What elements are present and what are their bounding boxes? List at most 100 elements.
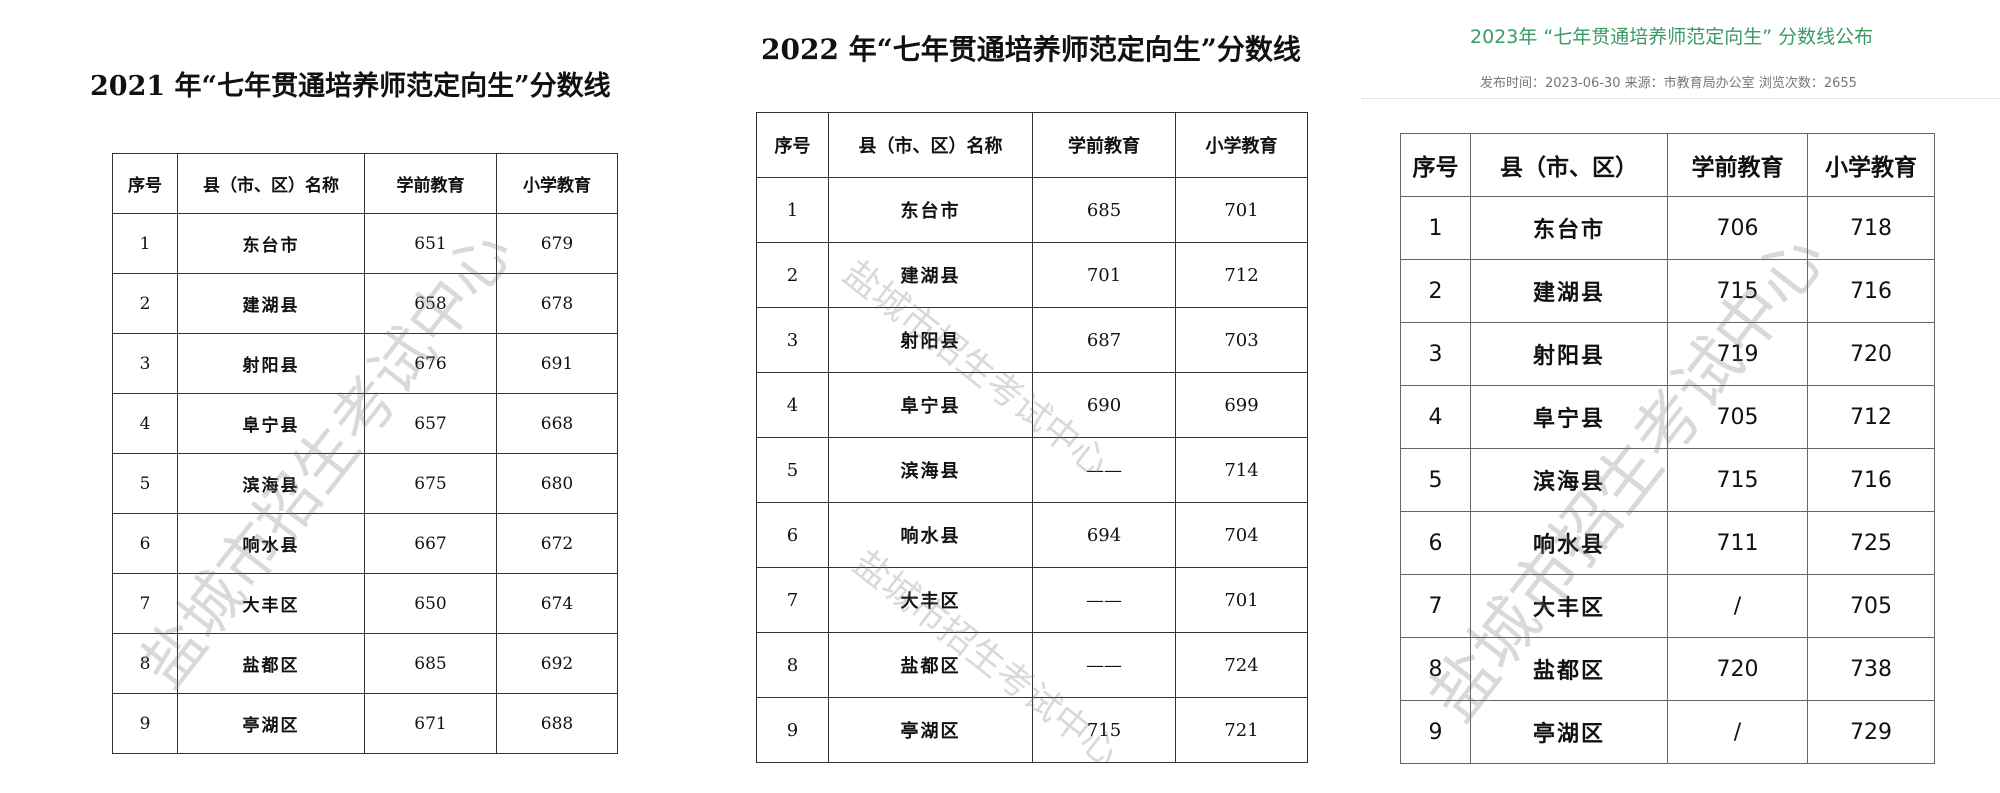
primary-score: 688 (496, 693, 618, 754)
preschool-score: 706 (1667, 196, 1808, 260)
row-number: 2 (112, 273, 178, 334)
county-name: 响水县 (828, 502, 1033, 568)
table-row: 9 亭湖区 715 721 (756, 697, 1308, 763)
county-name: 亭湖区 (1470, 700, 1668, 764)
primary-score: 712 (1175, 242, 1308, 308)
preschool-score: 650 (364, 573, 497, 634)
title-2022: 2022 年“七年贯通培养师范定向生”分数线 (761, 33, 1301, 66)
table-row: 7 大丰区/705 (1400, 574, 1935, 638)
row-number: 9 (1400, 700, 1471, 764)
preschool-score: / (1667, 574, 1808, 638)
preschool-score: 657 (364, 393, 497, 454)
primary-score: 729 (1807, 700, 1935, 764)
table-row: 3 射阳县 687 703 (756, 307, 1308, 373)
table-row: 8 盐都区 685 692 (112, 633, 618, 694)
preschool-score: 671 (364, 693, 497, 754)
county-name: 射阳县 (1470, 322, 1668, 386)
table-row: 3 射阳县 676 691 (112, 333, 618, 394)
column-header: 小学教育 (1807, 133, 1935, 197)
county-name: 射阳县 (828, 307, 1033, 373)
row-number: 9 (756, 697, 829, 763)
county-name: 阜宁县 (828, 372, 1033, 438)
table-row: 6 响水县 667 672 (112, 513, 618, 574)
county-name: 盐都区 (1470, 637, 1668, 701)
preschool-score: / (1667, 700, 1808, 764)
county-name: 射阳县 (177, 333, 365, 394)
row-number: 6 (112, 513, 178, 574)
county-name: 盐都区 (177, 633, 365, 694)
county-name: 响水县 (177, 513, 365, 574)
table-row: 6 响水县 711 725 (1400, 511, 1935, 575)
row-number: 5 (756, 437, 829, 503)
preschool-score: 705 (1667, 385, 1808, 449)
primary-score: 712 (1807, 385, 1935, 449)
preschool-score: 675 (364, 453, 497, 514)
preschool-score: 690 (1032, 372, 1176, 438)
primary-score: 701 (1175, 567, 1308, 633)
primary-score: 668 (496, 393, 618, 454)
row-number: 1 (1400, 196, 1471, 260)
county-name: 大丰区 (177, 573, 365, 634)
primary-score: 724 (1175, 632, 1308, 698)
table-row: 3 射阳县 719 720 (1400, 322, 1935, 386)
row-number: 2 (1400, 259, 1471, 323)
column-header: 县（市、区） (1470, 133, 1668, 197)
column-header: 县（市、区）名称 (828, 112, 1033, 178)
preschool-score: 715 (1667, 259, 1808, 323)
county-name: 滨海县 (1470, 448, 1668, 512)
table-row: 4 阜宁县 690 699 (756, 372, 1308, 438)
county-name: 建湖县 (1470, 259, 1668, 323)
column-header: 小学教育 (496, 153, 618, 214)
row-number: 4 (1400, 385, 1471, 449)
column-header: 县（市、区）名称 (177, 153, 365, 214)
preschool-score: 720 (1667, 637, 1808, 701)
primary-score: 704 (1175, 502, 1308, 568)
preschool-score: 651 (364, 213, 497, 274)
primary-score: 716 (1807, 448, 1935, 512)
primary-score: 699 (1175, 372, 1308, 438)
preschool-score: 687 (1032, 307, 1176, 373)
primary-score: 725 (1807, 511, 1935, 575)
preschool-score: 694 (1032, 502, 1176, 568)
primary-score: 721 (1175, 697, 1308, 763)
preschool-score: 701 (1032, 242, 1176, 308)
row-number: 5 (1400, 448, 1471, 512)
row-number: 6 (756, 502, 829, 568)
primary-score: 720 (1807, 322, 1935, 386)
header-row: 序号 县（市、区）名称 学前教育 小学教育 (112, 153, 618, 214)
table-row: 2 建湖县 658 678 (112, 273, 618, 334)
primary-score: 703 (1175, 307, 1308, 373)
preschool-score: 711 (1667, 511, 1808, 575)
preschool-score: 658 (364, 273, 497, 334)
county-name: 大丰区 (828, 567, 1033, 633)
row-number: 2 (756, 242, 829, 308)
primary-score: 691 (496, 333, 618, 394)
table-row: 6 响水县 694 704 (756, 502, 1308, 568)
header-row: 序号 县（市、区） 学前教育 小学教育 (1400, 133, 1935, 197)
county-name: 阜宁县 (1470, 385, 1668, 449)
table-row: 1 东台市 706 718 (1400, 196, 1935, 260)
row-number: 4 (756, 372, 829, 438)
county-name: 东台市 (1470, 196, 1668, 260)
row-number: 5 (112, 453, 178, 514)
county-name: 滨海县 (177, 453, 365, 514)
county-name: 盐都区 (828, 632, 1033, 698)
row-number: 8 (112, 633, 178, 694)
preschool-score: —— (1032, 437, 1176, 503)
column-header: 小学教育 (1175, 112, 1308, 178)
primary-score: 714 (1175, 437, 1308, 503)
county-name: 亭湖区 (177, 693, 365, 754)
table-row: 8 盐都区 —— 724 (756, 632, 1308, 698)
primary-score: 678 (496, 273, 618, 334)
primary-score: 705 (1807, 574, 1935, 638)
row-number: 1 (112, 213, 178, 274)
title-2023: 2023年 “七年贯通培养师范定向生” 分数线公布 (1470, 26, 1874, 48)
column-header: 学前教育 (1667, 133, 1808, 197)
preschool-score: 667 (364, 513, 497, 574)
table-row: 1 东台市 685 701 (756, 177, 1308, 243)
row-number: 7 (112, 573, 178, 634)
score-table-2023: 序号 县（市、区） 学前教育 小学教育 1 东台市 706 718 2 建湖县 715 716 3 射阳县… (1400, 133, 1935, 764)
row-number: 9 (112, 693, 178, 754)
preschool-score: —— (1032, 567, 1176, 633)
primary-score: 692 (496, 633, 618, 694)
